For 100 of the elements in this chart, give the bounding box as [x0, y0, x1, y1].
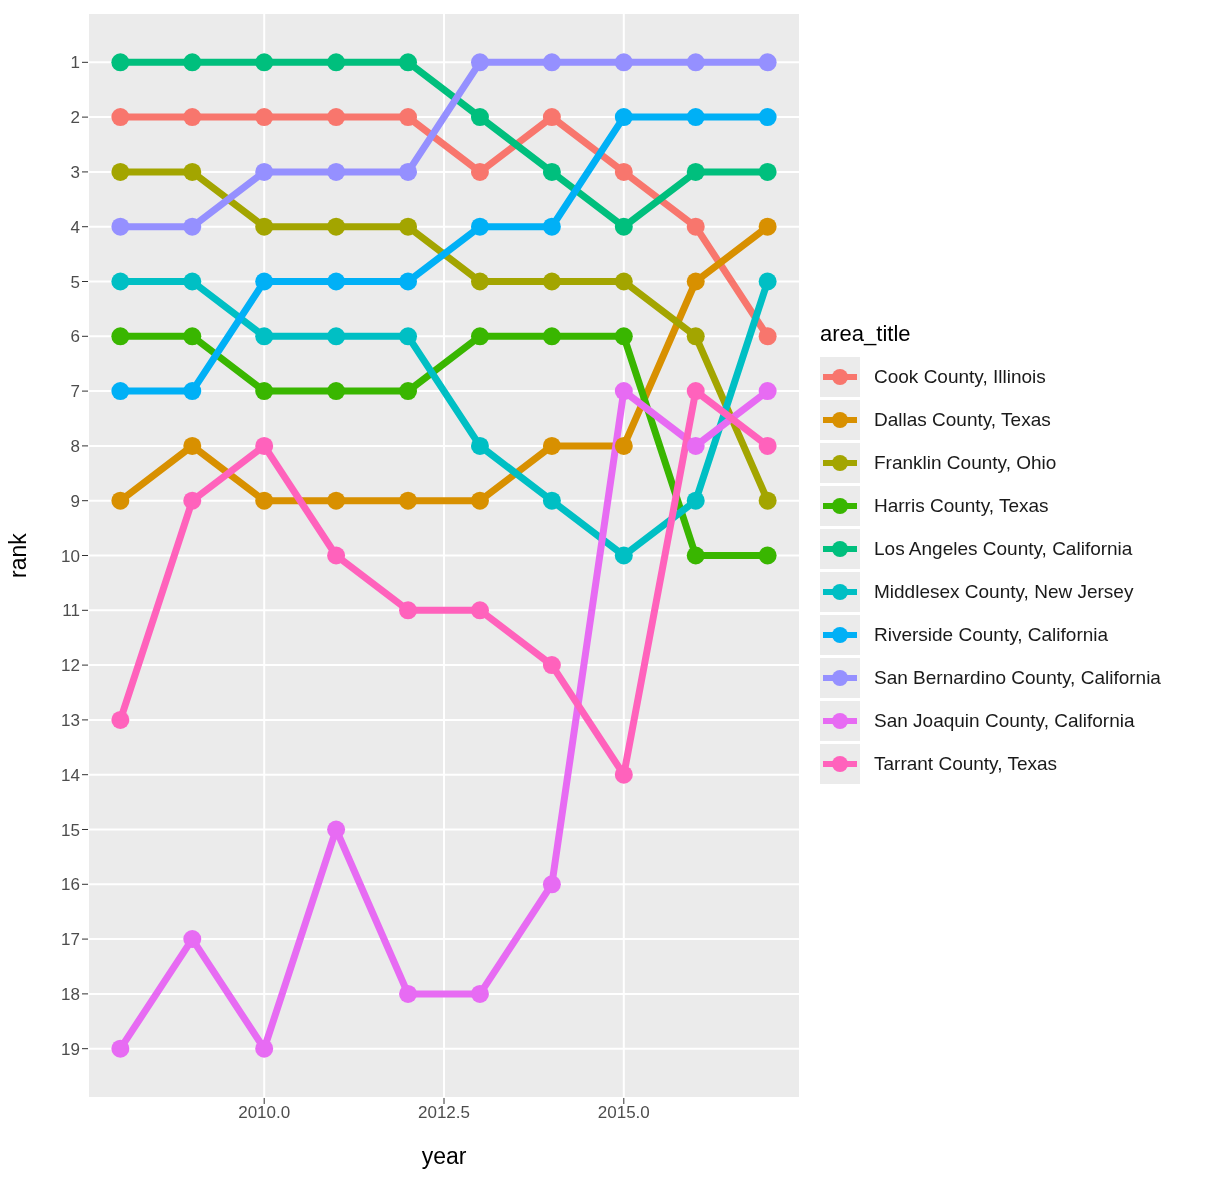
point: [399, 108, 418, 127]
point: [614, 327, 633, 346]
point: [686, 108, 705, 127]
legend-label: Los Angeles County, California: [874, 537, 1133, 560]
point: [614, 162, 633, 181]
point: [542, 436, 561, 455]
point: [327, 327, 346, 346]
point: [255, 272, 274, 291]
y-tick-label: 4: [70, 217, 80, 237]
point: [542, 272, 561, 291]
point: [470, 601, 489, 620]
point: [758, 327, 777, 346]
point: [327, 546, 346, 565]
y-tick-label: 5: [70, 272, 80, 292]
point: [614, 382, 633, 401]
point: [111, 108, 130, 127]
point: [614, 546, 633, 565]
point: [542, 53, 561, 72]
y-tick-label: 6: [70, 327, 80, 347]
point: [183, 930, 202, 949]
point: [614, 436, 633, 455]
point: [255, 1039, 274, 1058]
point: [399, 272, 418, 291]
point: [255, 108, 274, 127]
point: [614, 108, 633, 127]
y-tick-label: 9: [70, 491, 80, 511]
y-tick-label: 18: [61, 984, 80, 1004]
point: [686, 491, 705, 510]
point: [399, 53, 418, 72]
point: [470, 272, 489, 291]
y-tick-label: 11: [62, 601, 80, 621]
point: [758, 382, 777, 401]
y-tick-label: 16: [61, 875, 80, 895]
point: [542, 656, 561, 675]
y-tick-label: 10: [61, 546, 80, 566]
y-tick-label: 14: [61, 765, 80, 785]
point: [399, 162, 418, 181]
point: [399, 382, 418, 401]
point: [255, 327, 274, 346]
point: [183, 327, 202, 346]
point: [255, 382, 274, 401]
legend-label: Dallas County, Texas: [874, 408, 1051, 431]
point: [183, 382, 202, 401]
point: [399, 491, 418, 510]
point: [470, 217, 489, 236]
point: [542, 491, 561, 510]
y-axis-title: rank: [5, 532, 32, 578]
legend-title: area_title: [820, 321, 912, 347]
point: [327, 820, 346, 839]
point: [758, 272, 777, 291]
point: [255, 436, 274, 455]
y-tick-label: 2: [70, 108, 80, 128]
legend-label: San Bernardino County, California: [874, 666, 1161, 689]
point: [758, 108, 777, 127]
point: [686, 272, 705, 291]
point: [758, 53, 777, 72]
y-tick-label: 8: [70, 436, 80, 456]
point: [470, 436, 489, 455]
point: [255, 491, 274, 510]
point: [399, 327, 418, 346]
point: [758, 491, 777, 510]
point: [542, 162, 561, 181]
legend-label: Cook County, Illinois: [874, 365, 1046, 388]
point: [111, 272, 130, 291]
legend-label: Riverside County, California: [874, 623, 1109, 646]
point: [470, 53, 489, 72]
y-tick-label: 3: [70, 162, 80, 182]
point: [399, 217, 418, 236]
point: [111, 327, 130, 346]
point: [111, 710, 130, 729]
x-tick-label: 2012.5: [418, 1103, 470, 1123]
point: [686, 162, 705, 181]
legend-label: Harris County, Texas: [874, 494, 1049, 517]
legend-label: Middlesex County, New Jersey: [874, 580, 1134, 603]
point: [470, 984, 489, 1003]
point: [327, 108, 346, 127]
y-tick-label: 7: [70, 382, 80, 402]
point: [183, 272, 202, 291]
point: [183, 162, 202, 181]
point: [686, 327, 705, 346]
point: [686, 546, 705, 565]
point: [183, 436, 202, 455]
y-tick-label: 12: [61, 656, 80, 676]
point: [614, 217, 633, 236]
x-tick-label: 2010.0: [238, 1103, 291, 1123]
y-tick-label: 1: [70, 53, 80, 73]
point: [111, 162, 130, 181]
point: [758, 436, 777, 455]
point: [183, 108, 202, 127]
x-axis-title: year: [421, 1143, 467, 1169]
point: [758, 217, 777, 236]
point: [758, 546, 777, 565]
point: [686, 436, 705, 455]
point: [255, 53, 274, 72]
point: [255, 162, 274, 181]
point: [327, 53, 346, 72]
point: [327, 217, 346, 236]
point: [470, 491, 489, 510]
point: [470, 327, 489, 346]
point: [327, 491, 346, 510]
